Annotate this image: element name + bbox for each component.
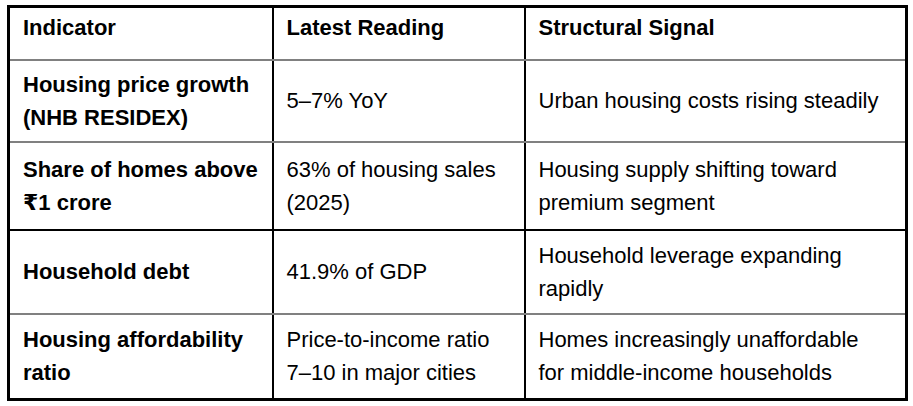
table-row-household-debt: Household debt 41.9% of GDP Household le… [9,230,907,314]
cell-indicator: Household debt [9,230,273,314]
table-row-housing-price-growth: Housing price growth (NHB RESIDEX) 5–7% … [9,60,907,142]
cell-latest-reading: 5–7% YoY [273,60,525,142]
cell-structural-signal: Housing supply shifting toward premium s… [525,142,907,230]
indicator-table: Indicator Latest Reading Structural Sign… [7,5,908,401]
cell-latest-reading: 63% of housing sales (2025) [273,142,525,230]
cell-latest-reading: 41.9% of GDP [273,230,525,314]
cell-structural-signal: Urban housing costs rising steadily [525,60,907,142]
cell-indicator: Housing affordability ratio [9,314,273,400]
cell-structural-signal: Household leverage expanding rapidly [525,230,907,314]
cell-structural-signal: Homes increasingly unaffordable for midd… [525,314,907,400]
cell-indicator: Housing price growth (NHB RESIDEX) [9,60,273,142]
header-cell-structural-signal: Structural Signal [525,7,907,60]
cell-indicator: Share of homes above ₹1 crore [9,142,273,230]
table-header-row: Indicator Latest Reading Structural Sign… [9,7,907,60]
header-cell-indicator: Indicator [9,7,273,60]
table-row-housing-affordability: Housing affordability ratio Price-to-inc… [9,314,907,400]
table-row-share-of-homes: Share of homes above ₹1 crore 63% of hou… [9,142,907,230]
cell-latest-reading: Price-to-income ratio 7–10 in major citi… [273,314,525,400]
header-cell-latest-reading: Latest Reading [273,7,525,60]
